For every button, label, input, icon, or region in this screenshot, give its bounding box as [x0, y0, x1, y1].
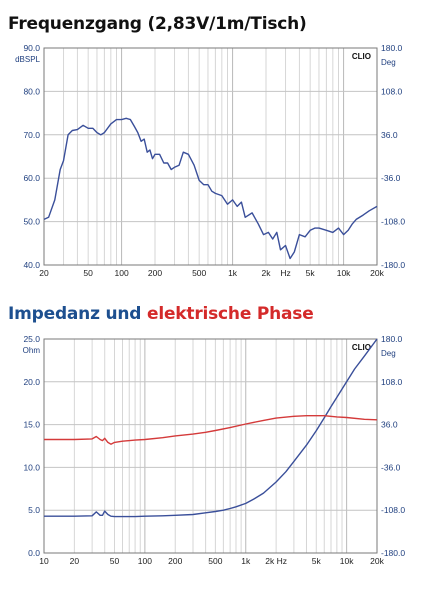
x-tick-label: 20 [39, 268, 49, 278]
y-tick-label-left: 80.0 [23, 86, 40, 96]
x-tick-label: 20 [70, 556, 80, 566]
clio-badge: CLIO [352, 52, 371, 61]
impedance-title-part: Impedanz und [8, 304, 147, 324]
x-tick-label: 20k [370, 556, 384, 566]
x-tick-label: 20k [370, 268, 384, 278]
y-tick-label-right: -36.0 [381, 462, 401, 472]
clio-badge: CLIO [352, 343, 371, 352]
y-tick-label-right: 36.0 [381, 130, 398, 140]
x-tick-label: 200 [168, 556, 182, 566]
x-tick-label: 10 [39, 556, 49, 566]
y-tick-label-left: 40.0 [23, 260, 40, 270]
y-tick-label-right: 36.0 [381, 420, 398, 430]
y-tick-label-right: -108.0 [381, 505, 405, 515]
y-axis-label-right: Deg [381, 58, 396, 67]
phase-title-part: elektrische Phase [147, 304, 314, 324]
y-tick-label-left: 90.0 [23, 43, 40, 53]
x-tick-label: 1k [241, 556, 251, 566]
x-tick-label: 500 [192, 268, 206, 278]
x-tick-label: 100 [138, 556, 152, 566]
y-tick-label-left: 5.0 [28, 505, 40, 515]
y-tick-label-left: 20.0 [23, 377, 40, 387]
x-tick-label: 50 [83, 268, 93, 278]
x-tick-label: 2k Hz [265, 556, 287, 566]
x-tick-label: 5k [312, 556, 322, 566]
y-tick-label-right: 108.0 [381, 377, 403, 387]
y-tick-label-right: -180.0 [381, 548, 405, 558]
y-tick-label-left: 50.0 [23, 217, 40, 227]
y-tick-label-left: 10.0 [23, 462, 40, 472]
x-tick-label: 200 [148, 268, 162, 278]
y-tick-label-right: 180.0 [381, 43, 403, 53]
plot-area [44, 339, 377, 553]
x-tick-label: 10k [340, 556, 354, 566]
y-tick-label-right: -180.0 [381, 260, 405, 270]
y-tick-label-right: 180.0 [381, 334, 403, 344]
y-tick-label-right: -36.0 [381, 173, 401, 183]
x-tick-label: 100 [114, 268, 128, 278]
series-line-0 [43, 117, 378, 260]
x-tick-label: 1k [228, 268, 238, 278]
x-tick-label: Hz [280, 268, 290, 278]
plot-frame [43, 47, 378, 266]
x-tick-label: 10k [337, 268, 351, 278]
plot-frame [43, 338, 378, 554]
y-axis-label-left: dBSPL [15, 55, 40, 64]
impedance-phase-title: Impedanz und elektrische Phase [8, 304, 314, 324]
y-tick-label-left: 25.0 [23, 334, 40, 344]
y-axis-label-right: Deg [381, 349, 396, 358]
series-line-1 [44, 415, 378, 445]
y-tick-label-left: 70.0 [23, 130, 40, 140]
y-tick-label-left: 15.0 [23, 420, 40, 430]
y-axis-label-left: Ohm [23, 346, 41, 355]
x-tick-label: 2k [262, 268, 272, 278]
frequency-response-chart: 40.0 50.0 60.0 70.0 80.0 90.0 -180.0 -108.0 -36.… [15, 43, 405, 278]
frequency-response-title: Frequenzgang (2,83V/1m/Tisch) [8, 14, 307, 34]
y-tick-label-left: 60.0 [23, 173, 40, 183]
y-tick-label-right: 108.0 [381, 86, 403, 96]
y-tick-label-right: -108.0 [381, 217, 405, 227]
y-tick-label-left: 0.0 [28, 548, 40, 558]
x-tick-label: 50 [110, 556, 120, 566]
x-tick-label: 500 [208, 556, 222, 566]
x-tick-label: 5k [306, 268, 316, 278]
